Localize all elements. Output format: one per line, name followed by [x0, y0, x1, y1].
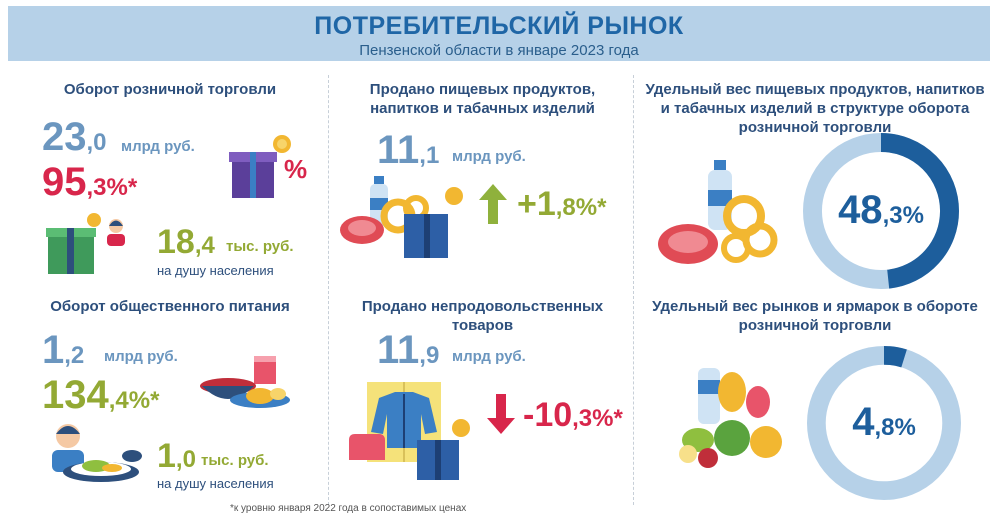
retail-per-capita-unit: тыс. руб.	[226, 238, 294, 255]
ring-fill	[803, 133, 959, 289]
nonfood-change: -10,3%*	[523, 396, 623, 434]
divider-1	[328, 75, 329, 505]
retail-unit: млрд руб.	[121, 138, 195, 155]
footnote: *к уровню января 2022 года в сопоставимы…	[230, 503, 467, 514]
gift-box-icon	[44, 212, 130, 276]
retail-per-capita: 18,4	[157, 223, 215, 261]
food-value: 11,1	[377, 128, 440, 172]
clothes-icon	[345, 378, 475, 484]
food-share-ring	[802, 132, 960, 290]
svg-text:%: %	[284, 154, 307, 184]
header-banner: ПОТРЕБИТЕЛЬСКИЙ РЫНОК Пензенской области…	[8, 6, 990, 61]
catering-per-capita-label: на душу населения	[157, 476, 274, 491]
dishes-icon	[198, 352, 294, 414]
catering-per-capita-unit: тыс. руб.	[201, 452, 269, 469]
catering-title: Оборот общественного питания	[50, 298, 290, 315]
food-unit: млрд руб.	[452, 148, 526, 165]
catering-value: 1,2	[42, 328, 85, 372]
arrow-up-icon	[479, 184, 507, 224]
arrow-down-icon	[487, 394, 515, 434]
food-share-title: Удельный вес пищевых продуктов, напитков…	[645, 81, 985, 136]
food-products-icon	[656, 160, 782, 272]
divider-2	[633, 75, 634, 505]
nonfood-unit: млрд руб.	[452, 348, 526, 365]
retail-value: 23,0	[42, 115, 107, 159]
markets-share-title: Удельный вес рынков и ярмарок в обороте …	[652, 298, 978, 334]
retail-index: 95,3%*	[42, 160, 138, 204]
retail-per-capita-label: на душу населения	[157, 263, 274, 278]
page-subtitle: Пензенской области в январе 2023 года	[359, 42, 639, 59]
person-icon	[46, 420, 146, 490]
percent-gift-icon: %	[226, 134, 310, 204]
vegetables-icon	[674, 362, 792, 474]
food-products-icon	[338, 170, 468, 262]
markets-share-ring	[806, 345, 962, 501]
nonfood-value: 11,9	[377, 328, 440, 372]
catering-per-capita: 1,0	[157, 437, 196, 475]
catering-index: 134,4%*	[42, 373, 160, 417]
page-title: ПОТРЕБИТЕЛЬСКИЙ РЫНОК	[314, 12, 684, 40]
markets-share-value: 4,8%	[852, 400, 916, 444]
food-title: Продано пищевых продуктов, напитков и та…	[369, 81, 596, 117]
ring-fill	[807, 346, 961, 500]
food-change: +1,8%*	[517, 185, 607, 223]
food-share-value: 48,3%	[838, 188, 924, 232]
catering-unit: млрд руб.	[104, 348, 178, 365]
nonfood-title: Продано непродовольственных товаров	[361, 298, 604, 334]
retail-title: Оборот розничной торговли	[63, 81, 277, 98]
